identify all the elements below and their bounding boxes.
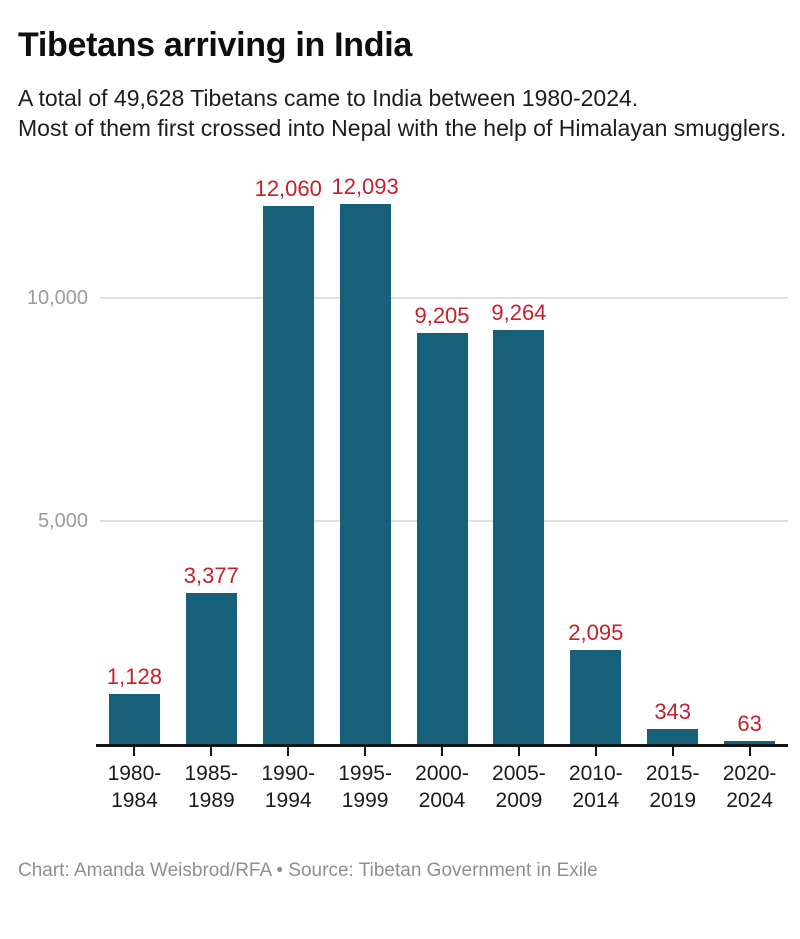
x-axis-slot: 1995- 1999 (327, 747, 404, 814)
bar (262, 205, 314, 744)
x-axis-tick (517, 747, 520, 756)
bar-value-label: 12,060 (254, 175, 322, 201)
bar (724, 741, 776, 744)
bar-value-label: 3,377 (183, 563, 239, 589)
bar (493, 330, 545, 744)
x-axis-slot: 1980- 1984 (96, 747, 173, 814)
bar (647, 728, 699, 744)
x-axis-slot: 2005- 2009 (480, 747, 557, 814)
bar-slot: 12,093 (327, 174, 404, 744)
x-axis-tick (133, 747, 136, 756)
x-axis-label: 1995- 1999 (338, 762, 392, 812)
bar-value-label: 9,264 (491, 300, 547, 326)
bar-slot: 9,205 (404, 303, 481, 744)
x-axis-label: 2020- 2024 (722, 762, 777, 812)
x-axis-tick (287, 747, 290, 756)
x-axis-line (96, 744, 788, 747)
x-axis-tick (594, 747, 597, 756)
bar (185, 593, 237, 744)
x-axis-label: 1990- 1994 (261, 762, 316, 812)
bar-value-label: 63 (737, 711, 762, 737)
bar (570, 650, 622, 744)
bar-chart: 1,128 3,377 12,060 12,093 9,205 9,264 2,095 343… (18, 174, 788, 814)
x-axis-label: 2010- 2014 (568, 762, 623, 812)
x-axis-slot: 2010- 2014 (557, 747, 634, 814)
x-axis-slot: 2015- 2019 (634, 747, 711, 814)
x-axis: 1980- 1984 1985- 1989 1990- 1994 1995- 1999… (96, 747, 788, 814)
x-axis-tick (441, 747, 443, 756)
bar-slot: 12,060 (250, 176, 327, 744)
gridline (100, 296, 788, 299)
x-axis-label: 2005- 2009 (492, 762, 546, 812)
bar-slot: 343 (634, 699, 711, 744)
x-axis-tick (671, 747, 674, 756)
bar (108, 693, 160, 744)
bar-value-label: 343 (654, 698, 692, 724)
x-axis-slot: 1985- 1989 (173, 747, 250, 814)
bar-value-label: 2,095 (568, 620, 624, 646)
chart-subtitle: A total of 49,628 Tibetans came to India… (18, 85, 787, 141)
bar-slot: 1,128 (96, 664, 173, 744)
x-axis-slot: 2020- 2024 (711, 747, 788, 814)
bar-slot: 3,377 (173, 563, 250, 744)
x-axis-label: 2015- 2019 (645, 762, 700, 812)
x-axis-tick (364, 747, 367, 756)
x-axis-label: 1980- 1984 (107, 762, 162, 812)
x-axis-slot: 1990- 1994 (250, 747, 327, 814)
bars-layer: 1,128 3,377 12,060 12,093 9,205 9,264 2,095 343… (96, 174, 788, 744)
chart-title: Tibetans arriving in India (18, 26, 412, 64)
bar-value-label: 12,093 (331, 174, 399, 200)
credit-line: Chart: Amanda Weisbrod/RFA • Source: Tib… (18, 860, 598, 881)
x-axis-tick (748, 747, 751, 756)
bar-slot: 63 (711, 711, 788, 744)
bar-slot: 2,095 (557, 620, 634, 744)
bar-slot: 9,264 (480, 300, 557, 744)
bar (339, 204, 391, 744)
y-axis-label: 10,000 (26, 286, 88, 309)
y-axis-label: 5,000 (37, 509, 88, 532)
x-axis-label: 1985- 1989 (184, 762, 239, 812)
bar (416, 333, 468, 744)
x-axis-tick (210, 747, 213, 756)
x-axis-slot: 2000- 2004 (404, 747, 481, 814)
x-axis-label: 2000- 2004 (415, 762, 469, 812)
page: Tibetans arriving in India A total of 49… (0, 26, 800, 939)
plot-area: 1,128 3,377 12,060 12,093 9,205 9,264 2,095 343… (27, 174, 788, 747)
bar-value-label: 1,128 (106, 663, 162, 689)
bar-value-label: 9,205 (414, 303, 470, 329)
